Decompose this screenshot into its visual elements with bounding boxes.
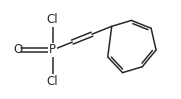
- Text: Cl: Cl: [47, 75, 58, 88]
- Text: P: P: [49, 43, 56, 57]
- Text: Cl: Cl: [47, 13, 58, 26]
- Text: O: O: [13, 43, 23, 57]
